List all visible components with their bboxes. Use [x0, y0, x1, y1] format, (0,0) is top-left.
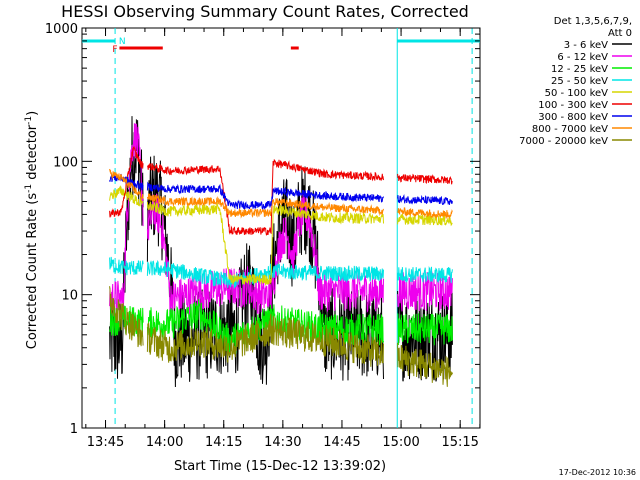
series-line-800-7000-kev [109, 168, 453, 220]
legend-entry-label: 6 - 12 keV [557, 52, 608, 63]
legend-entry-label: 7000 - 20000 keV [519, 136, 608, 147]
y-tick-label: 1000 [45, 22, 78, 37]
legend-entry-label: 3 - 6 keV [564, 40, 608, 51]
legend-header: Att 0 [608, 28, 632, 39]
x-tick-label: 15:00 [382, 435, 419, 450]
axes: 13:45 14:00 14:15 14:30 14:45 15:00 15:15 1 10 10… [45, 22, 481, 450]
legend-entry-label: 25 - 50 keV [551, 76, 608, 87]
flag-label: N [119, 37, 126, 47]
legend-entry-label: 12 - 25 keV [551, 64, 608, 75]
x-tick-label: 15:15 [441, 435, 478, 450]
x-tick-label: 14:00 [146, 435, 183, 450]
y-axis-label: Corrected Count Rate (s-1 detector-1) [24, 111, 40, 349]
legend-entry-label: 800 - 7000 keV [532, 124, 608, 135]
x-tick-label: 14:30 [264, 435, 301, 450]
y-axis-label-sup: -1 [24, 184, 34, 193]
series-line-6-12-kev [109, 123, 453, 320]
x-tick-label: 14:15 [205, 435, 242, 450]
series-line-7000-20000-kev [109, 286, 453, 387]
legend-entry-label: 50 - 100 keV [545, 88, 609, 99]
y-axis-label-part: Corrected Count Rate (s [25, 193, 40, 350]
series-line-25-50-kev [109, 256, 453, 289]
plot-area [81, 27, 481, 429]
y-axis-label-part: detector [25, 124, 40, 184]
flag-label: F [112, 45, 117, 55]
x-tick-label: 13:45 [87, 435, 124, 450]
y-tick-label: 1 [70, 422, 78, 437]
y-tick-label: 10 [61, 289, 78, 304]
y-axis-label-part: ) [25, 111, 40, 116]
legend-entry-label: 300 - 800 keV [538, 112, 608, 123]
y-tick-label: 100 [53, 155, 78, 170]
series-lines [109, 116, 453, 388]
y-axis-label-sup: -1 [24, 116, 34, 125]
x-axis-label: Start Time (15-Dec-12 13:39:02) [174, 459, 386, 474]
plot-frame [81, 27, 481, 429]
x-tick-label: 14:45 [323, 435, 360, 450]
legend-entry-label: 100 - 300 keV [538, 100, 608, 111]
chart-title: HESSI Observing Summary Count Rates, Cor… [61, 2, 469, 21]
legend-header: Det 1,3,5,6,7,9, [554, 16, 632, 27]
flag-bars: FN [112, 37, 299, 55]
timestamp-label: 17-Dec-2012 10:36 [559, 468, 636, 477]
